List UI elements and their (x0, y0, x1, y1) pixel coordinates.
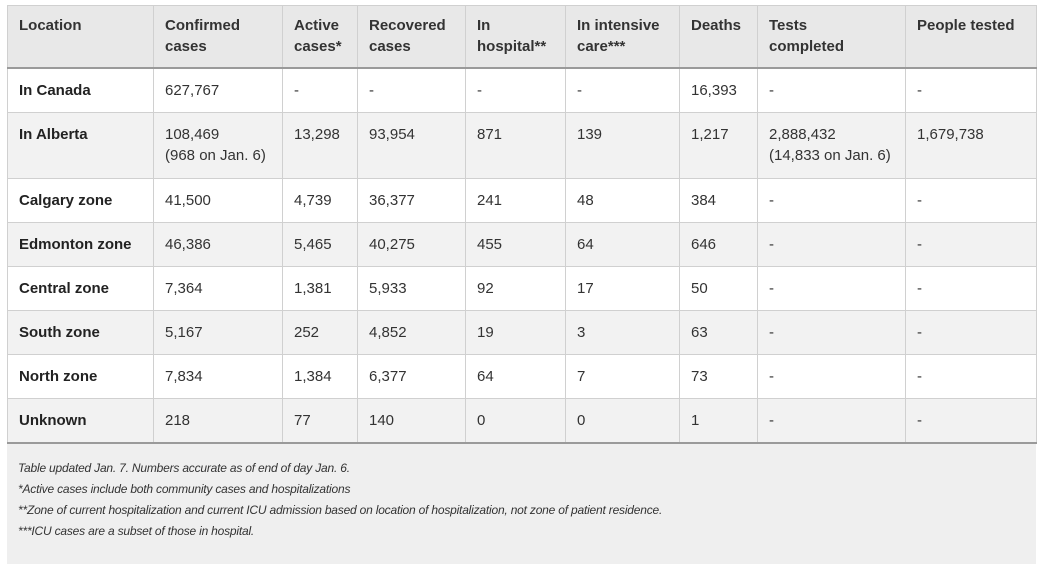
deaths-cell: 384 (679, 178, 758, 223)
hospital-cell: 19 (465, 310, 566, 355)
confirmed-cell: 7,364 (153, 266, 283, 311)
tests-cell: - (757, 354, 906, 399)
people-tested-cell: 1,679,738 (905, 112, 1037, 179)
icu-cell: 7 (565, 354, 680, 399)
tests-cell: - (757, 222, 906, 267)
confirmed-cell: 7,834 (153, 354, 283, 399)
tests-cell: - (757, 67, 906, 113)
recovered-cell: 93,954 (357, 112, 466, 179)
recovered-cell: 40,275 (357, 222, 466, 267)
confirmed-cell: 108,469 (968 on Jan. 6) (153, 112, 283, 179)
active-cell: 1,381 (282, 266, 358, 311)
column-header-people-tested: People tested (905, 5, 1037, 69)
confirmed-cell: 46,386 (153, 222, 283, 267)
table-row: In Alberta 108,469 (968 on Jan. 6) 13,298… (7, 112, 1037, 179)
people-tested-cell: - (905, 178, 1037, 223)
column-header-deaths: Deaths (679, 5, 758, 69)
covid-cases-table: Location Confirmed cases Active cases* Rec… (7, 5, 1037, 444)
column-header-icu: In intensive care*** (565, 5, 680, 69)
table-row: Calgary zone 41,500 4,739 36,377 241 48 … (7, 178, 1037, 223)
deaths-cell: 1,217 (679, 112, 758, 179)
location-cell: North zone (7, 354, 154, 399)
active-cell: - (282, 67, 358, 113)
recovered-cell: 4,852 (357, 310, 466, 355)
people-tested-cell: - (905, 222, 1037, 267)
hospital-cell: 64 (465, 354, 566, 399)
hospital-cell: 241 (465, 178, 566, 223)
tests-cell: 2,888,432 (14,833 on Jan. 6) (757, 112, 906, 179)
active-cell: 1,384 (282, 354, 358, 399)
footnote-hospitalization: **Zone of current hospitalization and cu… (18, 503, 663, 517)
table-row: Central zone 7,364 1,381 5,933 92 17 50 … (7, 266, 1037, 311)
confirmed-cell: 627,767 (153, 67, 283, 113)
footnote-icu: ***ICU cases are a subset of those in ho… (18, 524, 255, 538)
tests-daily-note: (14,833 on Jan. 6) (769, 147, 891, 164)
people-tested-cell: - (905, 354, 1037, 399)
hospital-cell: - (465, 67, 566, 113)
active-cell: 4,739 (282, 178, 358, 223)
icu-cell: 139 (565, 112, 680, 179)
tests-cell: - (757, 266, 906, 311)
column-header-location: Location (7, 5, 154, 69)
recovered-cell: - (357, 67, 466, 113)
location-cell: Central zone (7, 266, 154, 311)
tests-cell: - (757, 178, 906, 223)
table-row: North zone 7,834 1,384 6,377 64 7 73 - - (7, 354, 1037, 399)
location-cell: South zone (7, 310, 154, 355)
active-cell: 77 (282, 398, 358, 444)
header-row: Location Confirmed cases Active cases* Rec… (7, 5, 1037, 69)
icu-cell: - (565, 67, 680, 113)
column-header-tests: Tests completed (757, 5, 906, 69)
table-row: Edmonton zone 46,386 5,465 40,275 455 64… (7, 222, 1037, 267)
active-cell: 13,298 (282, 112, 358, 179)
people-tested-cell: - (905, 67, 1037, 113)
icu-cell: 48 (565, 178, 680, 223)
location-cell: Calgary zone (7, 178, 154, 223)
people-tested-cell: - (905, 398, 1037, 444)
deaths-cell: 63 (679, 310, 758, 355)
confirmed-daily-note: (968 on Jan. 6) (165, 147, 266, 164)
recovered-cell: 140 (357, 398, 466, 444)
confirmed-cell: 218 (153, 398, 283, 444)
footnote-active-cases: *Active cases include both community cas… (18, 482, 351, 496)
location-cell: In Canada (7, 67, 154, 113)
column-header-recovered: Recovered cases (357, 5, 466, 69)
confirmed-cell: 5,167 (153, 310, 283, 355)
location-cell: Unknown (7, 398, 154, 444)
location-cell: Edmonton zone (7, 222, 154, 267)
icu-cell: 17 (565, 266, 680, 311)
table-row: Unknown 218 77 140 0 0 1 - - (7, 398, 1037, 444)
icu-cell: 0 (565, 398, 680, 444)
column-header-confirmed: Confirmed cases (153, 5, 283, 69)
icu-cell: 64 (565, 222, 680, 267)
recovered-cell: 5,933 (357, 266, 466, 311)
recovered-cell: 6,377 (357, 354, 466, 399)
recovered-cell: 36,377 (357, 178, 466, 223)
column-header-hospital: In hospital** (465, 5, 566, 69)
hospital-cell: 455 (465, 222, 566, 267)
table-row: In Canada 627,767 - - - - 16,393 - - (7, 67, 1037, 113)
deaths-cell: 50 (679, 266, 758, 311)
table-row: South zone 5,167 252 4,852 19 3 63 - - (7, 310, 1037, 355)
deaths-cell: 646 (679, 222, 758, 267)
hospital-cell: 871 (465, 112, 566, 179)
deaths-cell: 73 (679, 354, 758, 399)
table-footnotes: Table updated Jan. 7. Numbers accurate a… (7, 444, 1036, 564)
tests-cell: - (757, 398, 906, 444)
icu-cell: 3 (565, 310, 680, 355)
active-cell: 252 (282, 310, 358, 355)
location-cell: In Alberta (7, 112, 154, 179)
deaths-cell: 1 (679, 398, 758, 444)
deaths-cell: 16,393 (679, 67, 758, 113)
column-header-active: Active cases* (282, 5, 358, 69)
people-tested-cell: - (905, 266, 1037, 311)
tests-cell: - (757, 310, 906, 355)
footnote-updated: Table updated Jan. 7. Numbers accurate a… (18, 461, 350, 475)
hospital-cell: 92 (465, 266, 566, 311)
hospital-cell: 0 (465, 398, 566, 444)
people-tested-cell: - (905, 310, 1037, 355)
confirmed-cell: 41,500 (153, 178, 283, 223)
covid-table-container: Location Confirmed cases Active cases* Rec… (7, 5, 1037, 564)
active-cell: 5,465 (282, 222, 358, 267)
